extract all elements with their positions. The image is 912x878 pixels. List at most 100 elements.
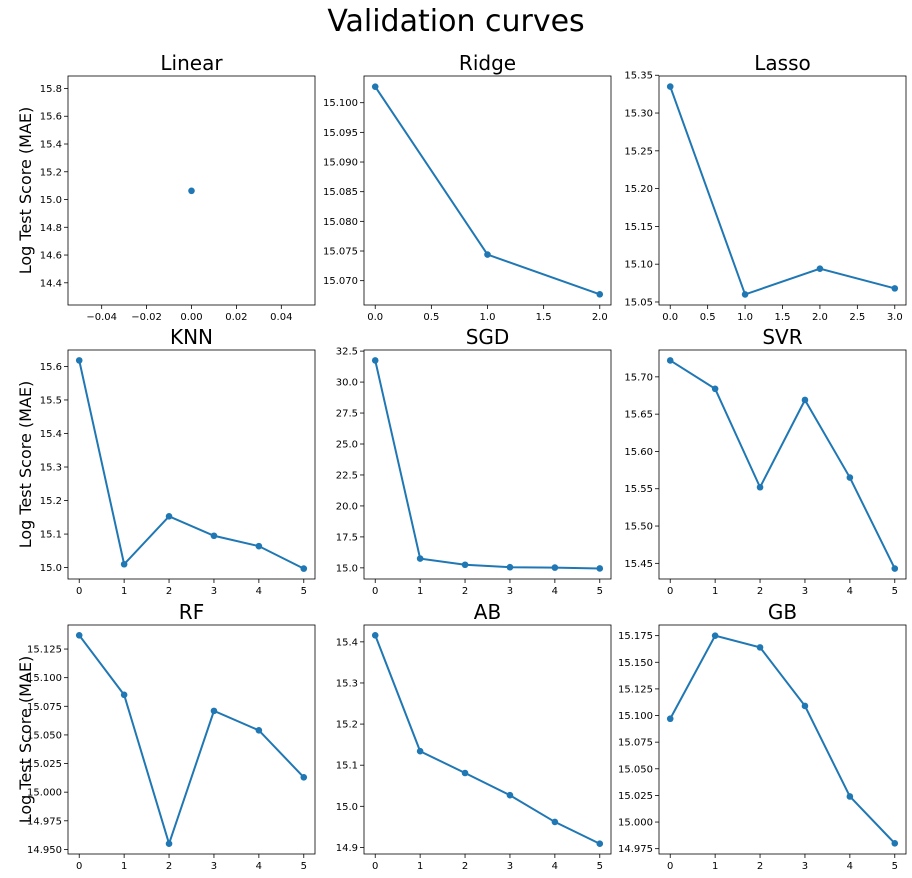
y-tick-label: 32.5	[336, 347, 358, 358]
subplot-title: SVR	[762, 325, 802, 349]
y-tick-label: 15.025	[618, 791, 653, 802]
x-tick-label: 5	[892, 861, 898, 872]
subplot-sgd: SGD 0 1 2 3 4 5 15.0 17.5 20.0 22.5 25.0 27.5 30.0 32.…	[336, 325, 612, 597]
y-tick-label: 14.975	[618, 844, 653, 855]
data-point	[165, 513, 173, 520]
data-point	[461, 769, 469, 777]
data-point	[666, 83, 674, 90]
y-axis-label: Log Test Score (MAE)	[16, 381, 35, 549]
y-tick-label: 15.075	[27, 702, 62, 713]
x-tick-label: 4	[552, 861, 558, 872]
x-tick-label: 0	[667, 861, 673, 872]
plot-frame	[658, 75, 907, 306]
y-tick-label: 15.2	[336, 720, 358, 731]
y-axis-label: Log Test Score (MAE)	[16, 107, 35, 275]
data-point	[75, 357, 83, 364]
x-tick-label: 0	[76, 861, 82, 872]
x-tick-label: 1	[121, 586, 127, 597]
x-tick-label: 1	[712, 861, 718, 872]
subplot-ab: AB 0 1 2 3 4 5 14.9 15.0 15.1 15.2 15.3 15.4	[336, 600, 612, 872]
x-tick-label: 5	[301, 586, 307, 597]
x-tick-label: 4	[847, 861, 853, 872]
plot-frame	[363, 624, 612, 855]
y-tick-label: 15.55	[624, 484, 653, 495]
data-point	[551, 818, 559, 826]
y-tick-label: 25.0	[336, 440, 358, 451]
data-point	[816, 265, 824, 273]
x-tick-label: 3	[507, 586, 513, 597]
y-tick-label: 15.3	[336, 678, 358, 689]
x-tick-label: 2	[462, 586, 468, 597]
data-point	[596, 840, 604, 848]
y-tick-label: 15.70	[624, 372, 653, 383]
y-tick-label: 15.090	[323, 158, 358, 169]
subplot-svr: SVR 0 1 2 3 4 5 15.45 15.50 15.55 15.60 15.65 15.70	[624, 325, 907, 597]
data-point	[741, 291, 749, 298]
y-tick-label: 15.175	[618, 631, 653, 642]
y-tick-label: 15.60	[624, 447, 653, 458]
y-tick-label: 15.150	[618, 658, 653, 669]
data-point	[846, 474, 854, 481]
series-line	[78, 360, 305, 570]
y-tick-label: 27.5	[336, 409, 358, 420]
y-tick-label: 15.45	[624, 559, 653, 570]
data-point	[551, 564, 559, 571]
data-point	[371, 631, 379, 639]
data-point	[666, 715, 674, 723]
y-tick-label: 14.975	[27, 816, 62, 827]
y-tick-label: 15.15	[624, 222, 653, 233]
y-tick-label: 14.8	[40, 223, 62, 234]
data-point	[666, 357, 674, 364]
y-tick-label: 15.4	[40, 140, 62, 151]
y-tick-label: 15.100	[323, 98, 358, 109]
x-tick-label: 4	[256, 861, 262, 872]
x-tick-label: 4	[256, 586, 262, 597]
x-tick-label: 0.02	[225, 312, 247, 323]
data-point	[300, 773, 308, 781]
x-tick-label: 0.5	[700, 312, 716, 323]
subplot-title: Lasso	[754, 51, 810, 75]
x-tick-label: 0.04	[270, 312, 292, 323]
y-tick-label: 15.000	[27, 788, 62, 799]
y-tick-label: 15.35	[624, 71, 653, 82]
series-line	[669, 86, 896, 296]
data-point	[711, 632, 719, 639]
y-tick-label: 15.30	[624, 109, 653, 120]
x-tick-label: 4	[847, 586, 853, 597]
y-tick-label: 15.2	[40, 167, 62, 178]
x-tick-label: 1.5	[536, 312, 552, 323]
x-tick-label: 1	[417, 586, 423, 597]
y-tick-label: 15.8	[40, 84, 62, 95]
x-tick-label: −0.02	[131, 312, 162, 323]
y-tick-label: 15.1	[336, 761, 358, 772]
y-tick-label: 15.50	[624, 522, 653, 533]
y-tick-label: 15.025	[27, 759, 62, 770]
y-tick-label: 15.05	[624, 297, 653, 308]
series-line	[669, 634, 896, 845]
data-point	[461, 561, 469, 569]
x-tick-label: 3	[802, 861, 808, 872]
y-tick-label: 15.095	[323, 128, 358, 139]
data-point	[801, 396, 809, 404]
subplot-gb: GB 0 1 2 3 4 5 14.975 15.000 15.025 15.050 15.075 15…	[618, 600, 907, 872]
x-tick-label: 0.5	[423, 312, 439, 323]
y-tick-label: 15.2	[40, 496, 62, 507]
x-tick-label: 1	[712, 586, 718, 597]
data-point	[891, 840, 899, 847]
data-point	[120, 560, 128, 568]
plot-frame	[658, 624, 907, 855]
figure-title: Validation curves	[327, 4, 584, 39]
x-tick-label: 5	[301, 861, 307, 872]
x-tick-label: 1.0	[737, 312, 753, 323]
x-tick-label: 3.0	[887, 312, 903, 323]
y-tick-label: 15.3	[40, 463, 62, 474]
y-tick-label: 15.0	[40, 563, 62, 574]
y-tick-label: 15.6	[40, 112, 62, 123]
x-tick-label: 0.00	[180, 312, 202, 323]
x-tick-label: 5	[892, 586, 898, 597]
y-tick-label: 15.085	[323, 187, 358, 198]
y-tick-label: 14.950	[27, 845, 62, 856]
data-point	[416, 555, 424, 562]
x-tick-label: 0	[667, 586, 673, 597]
